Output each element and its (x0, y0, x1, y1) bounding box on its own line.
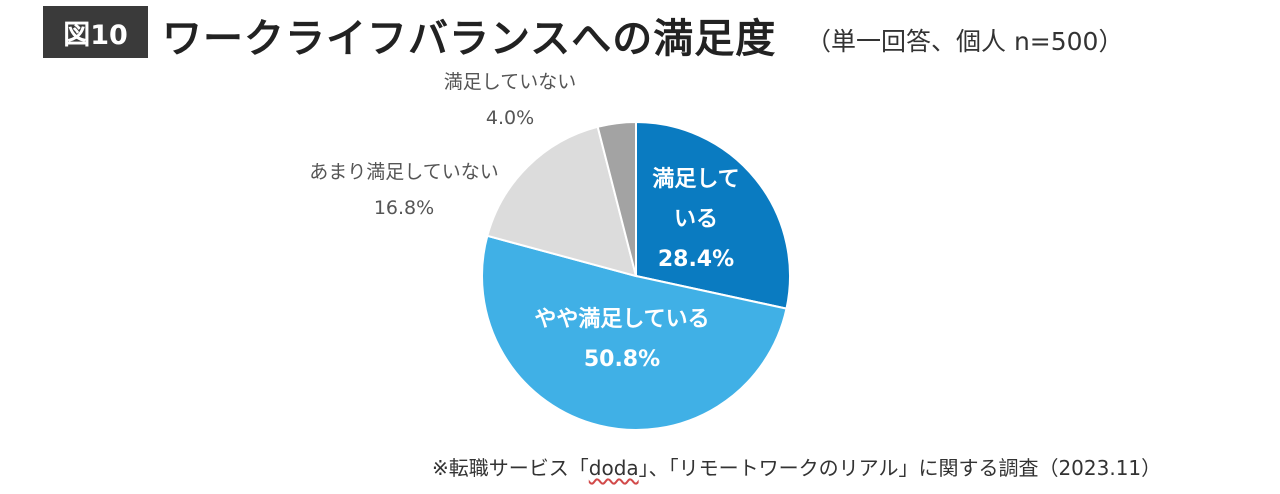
footnote-prefix: ※転職サービス「 (432, 456, 589, 480)
figure-number-badge: 図10 (43, 6, 148, 58)
chart-title: ワークライフバランスへの満足度 (162, 16, 777, 62)
pie-slice-3 (486, 125, 638, 278)
slice-label-2-line-1: やや満足している (534, 306, 709, 332)
slice-value-3: 16.8% (374, 197, 434, 219)
figure-number: 図10 (63, 19, 128, 51)
slice-value-2: 50.8% (584, 347, 660, 372)
slice-value-1: 28.4% (658, 247, 734, 272)
pie-slice-4 (596, 120, 637, 277)
slice-label-4: 満足していない (444, 71, 576, 93)
slice-label-3: あまり満足していない (309, 161, 498, 183)
slice-label-1-line-1: 満足して (652, 166, 739, 192)
slice-value-4: 4.0% (486, 107, 534, 129)
source-footnote: ※転職サービス「doda」、「リモートワークのリアル」に関する調査（2023.1… (432, 452, 1161, 481)
footnote-brand: doda (588, 456, 639, 480)
chart-subtitle: （単一回答、個人 n=500） (806, 27, 1124, 56)
footnote-suffix: 」、「リモートワークのリアル」に関する調査（2023.11） (638, 456, 1162, 480)
slice-label-1-line-2: いる (674, 207, 718, 232)
pie-slice-1 (635, 120, 791, 310)
pie-slice-2 (481, 234, 788, 431)
